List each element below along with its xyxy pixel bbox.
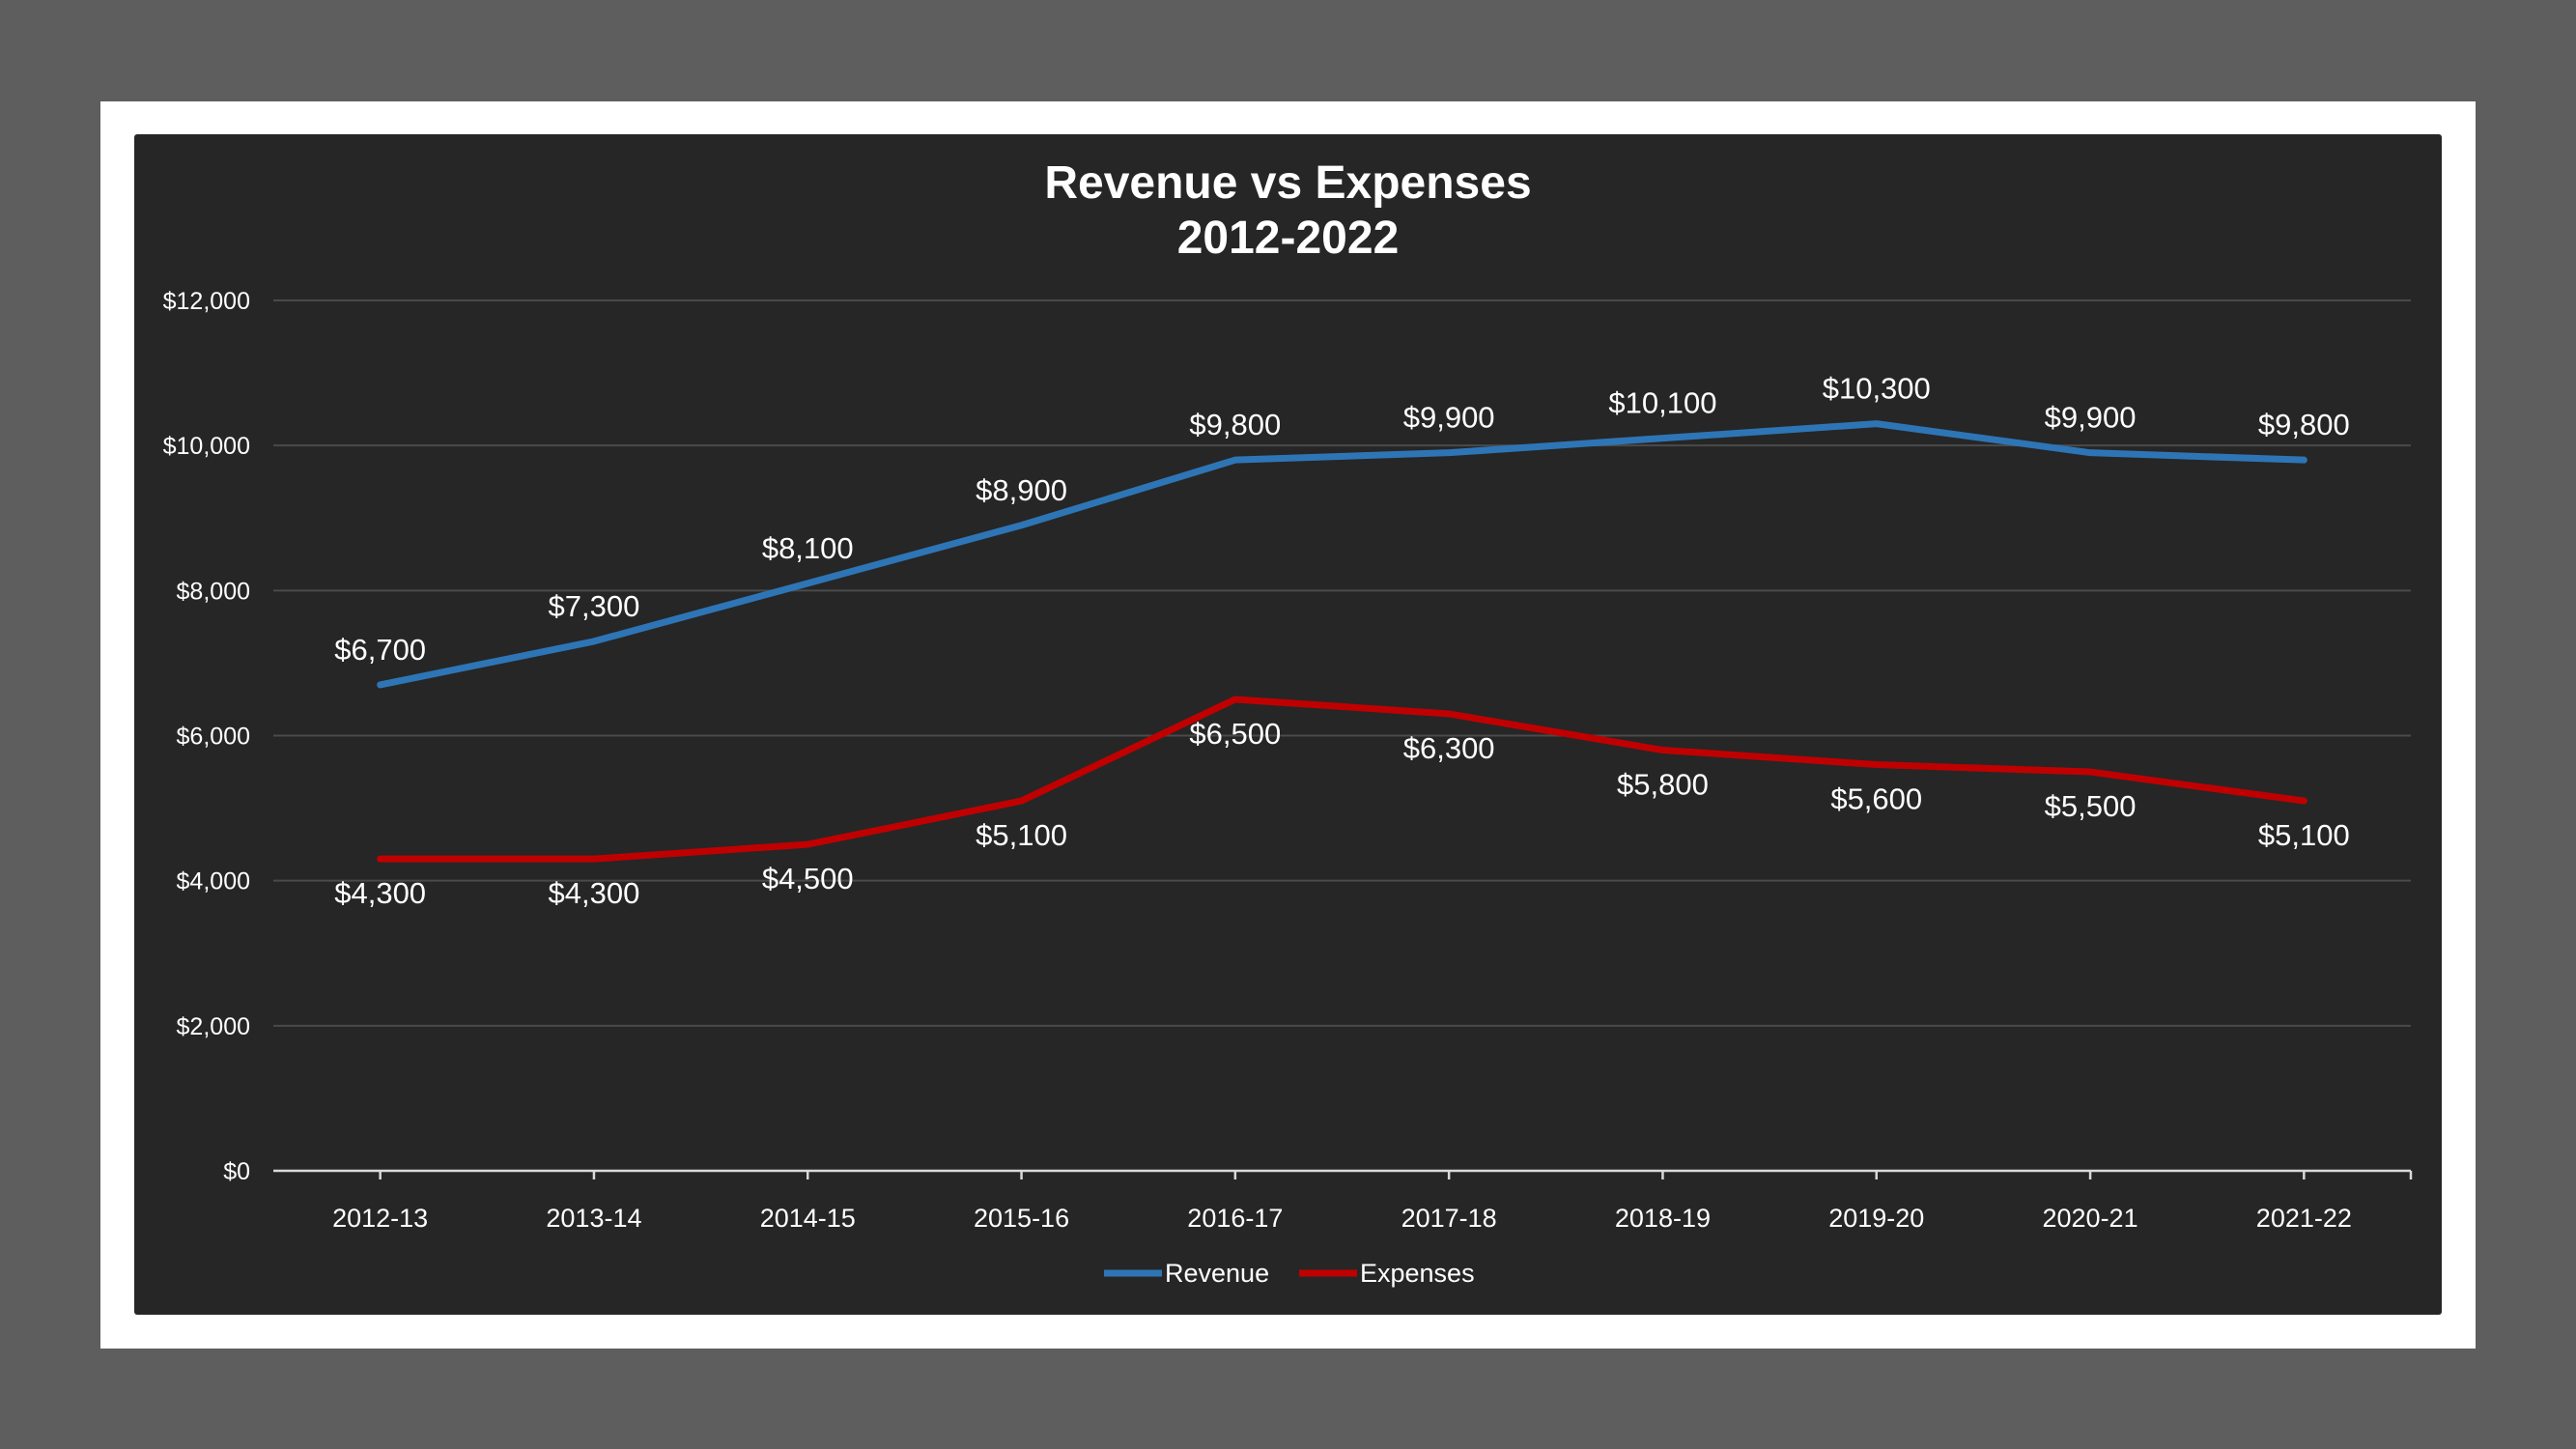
- revenue-data-label: $9,900: [1403, 401, 1495, 435]
- expenses-data-label: $5,800: [1617, 768, 1709, 802]
- x-tick-label: 2021-22: [2256, 1204, 2352, 1233]
- revenue-data-label: $10,100: [1608, 386, 1716, 420]
- revenue-data-label: $6,700: [334, 633, 426, 667]
- expenses-data-label: $4,500: [762, 862, 854, 895]
- chart-subtitle: 2012-2022: [1176, 213, 1400, 264]
- revenue-data-label: $7,300: [549, 589, 640, 623]
- x-tick-label: 2020-21: [2043, 1204, 2138, 1233]
- x-tick-label: 2012-13: [332, 1204, 428, 1233]
- revenue-legend-label: Revenue: [1165, 1259, 1269, 1288]
- expenses-data-label: $4,300: [334, 876, 426, 910]
- x-tick-label: 2018-19: [1615, 1204, 1711, 1233]
- chart-panel: [134, 134, 2442, 1315]
- expenses-data-label: $6,300: [1403, 731, 1495, 765]
- y-tick-label: $8,000: [177, 578, 250, 605]
- revenue-data-label: $8,900: [976, 473, 1067, 507]
- x-tick-label: 2019-20: [1828, 1204, 1924, 1233]
- expenses-data-label: $6,500: [1189, 717, 1281, 751]
- revenue-line: [377, 420, 2307, 689]
- x-tick-label: 2013-14: [546, 1204, 641, 1233]
- expenses-data-label: $5,100: [976, 818, 1067, 852]
- y-tick-label: $2,000: [177, 1013, 250, 1040]
- revenue-data-label: $8,100: [762, 531, 854, 565]
- expenses-data-label: $4,300: [549, 876, 640, 910]
- y-tick-label: $12,000: [163, 288, 250, 315]
- expenses-data-label: $5,600: [1830, 782, 1922, 816]
- expenses-legend-label: Expenses: [1360, 1259, 1475, 1288]
- expenses-line: [377, 696, 2307, 863]
- expenses-data-label: $5,100: [2258, 818, 2350, 852]
- revenue-data-label: $10,300: [1823, 372, 1931, 406]
- x-tick-label: 2014-15: [760, 1204, 856, 1233]
- revenue-data-label: $9,800: [1189, 408, 1281, 441]
- x-tick-label: 2017-18: [1401, 1204, 1497, 1233]
- y-tick-label: $6,000: [177, 724, 250, 751]
- y-tick-label: $4,000: [177, 868, 250, 895]
- x-tick-label: 2015-16: [974, 1204, 1069, 1233]
- chart-title: Revenue vs Expenses: [1044, 157, 1532, 209]
- expenses-data-label: $5,500: [2045, 789, 2137, 823]
- y-tick-label: $0: [223, 1158, 250, 1185]
- revenue-data-label: $9,800: [2258, 408, 2350, 441]
- x-tick-label: 2016-17: [1187, 1204, 1283, 1233]
- revenue-data-label: $9,900: [2045, 401, 2137, 435]
- y-tick-label: $10,000: [163, 433, 250, 460]
